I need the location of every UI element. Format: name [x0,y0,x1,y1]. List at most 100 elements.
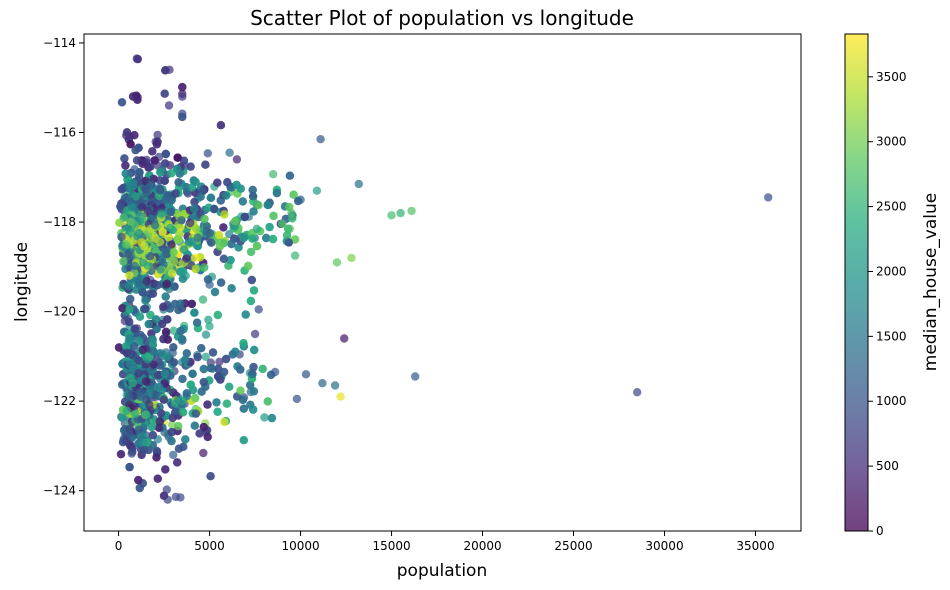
scatter-point [167,240,176,249]
scatter-point [134,356,144,365]
scatter-point [178,112,187,122]
scatter-point [162,249,171,258]
scatter-point [252,241,262,251]
scatter-point [167,269,177,278]
scatter-point [240,212,249,222]
scatter-point [186,162,195,171]
x-tick-label: 10000 [281,539,319,553]
scatter-point [153,474,162,483]
scatter-point [205,322,214,331]
scatter-point [208,348,218,357]
scatter-point [169,358,179,367]
scatter-point [262,233,271,243]
scatter-point [214,231,224,240]
scatter-point [139,258,148,267]
scatter-point [169,450,178,460]
scatter-point [165,65,174,75]
scatter-point [126,373,135,383]
x-tick-label: 25000 [554,539,592,553]
scatter-point [125,271,134,280]
scatter-point [116,450,126,459]
scatter-point [124,427,133,437]
scatter-point [178,408,188,417]
scatter-point [134,475,143,485]
scatter-point [152,324,161,334]
scatter-point [336,392,345,401]
scatter-point [191,224,201,233]
scatter-point [161,195,170,204]
scatter-point [199,377,208,387]
scatter-point [125,317,134,327]
scatter-point [125,359,135,369]
x-tick-label: 5000 [194,539,225,553]
scatter-point [330,381,340,390]
scatter-point [170,282,179,291]
scatter-point [203,432,212,442]
scatter-point [169,388,178,397]
scatter-point [190,308,199,317]
scatter-point [182,254,191,263]
scatter-point [205,229,215,238]
y-tick-label: −122 [43,394,76,408]
scatter-point [156,168,165,177]
scatter-point [161,465,170,474]
scatter-point [187,237,196,246]
scatter-point [199,422,208,432]
scatter-point [206,363,215,373]
scatter-point [139,445,149,455]
scatter-point [290,235,300,244]
scatter-point [145,400,154,409]
scatter-point [178,267,188,276]
scatter-point [187,299,196,309]
colorbar-tick-label: 0 [876,524,884,538]
scatter-point [156,361,165,370]
scatter-point [141,304,150,314]
scatter-point [203,149,212,158]
scatter-point [292,394,302,404]
scatter-point [177,216,186,225]
scatter-point [169,248,178,257]
scatter-point [135,336,144,345]
scatter-point [213,310,222,320]
scatter-point [285,171,295,180]
scatter-point [387,211,396,220]
plot-frame [83,33,802,532]
x-tick-label: 15000 [372,539,410,553]
scatter-point [125,305,134,314]
scatter-point [186,218,195,228]
scatter-point [161,369,170,378]
scatter-point [225,382,234,391]
scatter-point [212,398,221,407]
scatter-point [269,211,278,221]
scatter-point [179,442,188,451]
scatter-point [118,304,127,313]
scatter-point [206,472,215,481]
scatter-point [270,367,280,377]
scatter-point [134,369,143,378]
scatter-point [161,327,171,336]
scatter-point [136,392,145,401]
scatter-point [225,148,234,157]
scatter-point [411,372,420,381]
scatter-point [176,327,185,336]
scatter-point [135,483,144,493]
scatter-point [186,380,195,389]
scatter-point [134,143,143,152]
colorbar-tick-label: 500 [876,459,899,473]
scatter-point [164,233,173,242]
scatter-point [227,239,236,249]
scatter-point [147,180,156,190]
scatter-point [252,224,262,233]
scatter-point [178,92,187,101]
scatter-point [199,364,208,374]
scatter-point [214,372,223,381]
scatter-point [163,495,172,504]
scatter-point [125,196,135,206]
y-tick-label: −116 [43,126,76,140]
scatter-point [163,335,172,344]
scatter-point [130,131,139,140]
scatter-point [232,155,242,164]
scatter-point [161,159,170,168]
x-tick-label: 20000 [463,539,501,553]
